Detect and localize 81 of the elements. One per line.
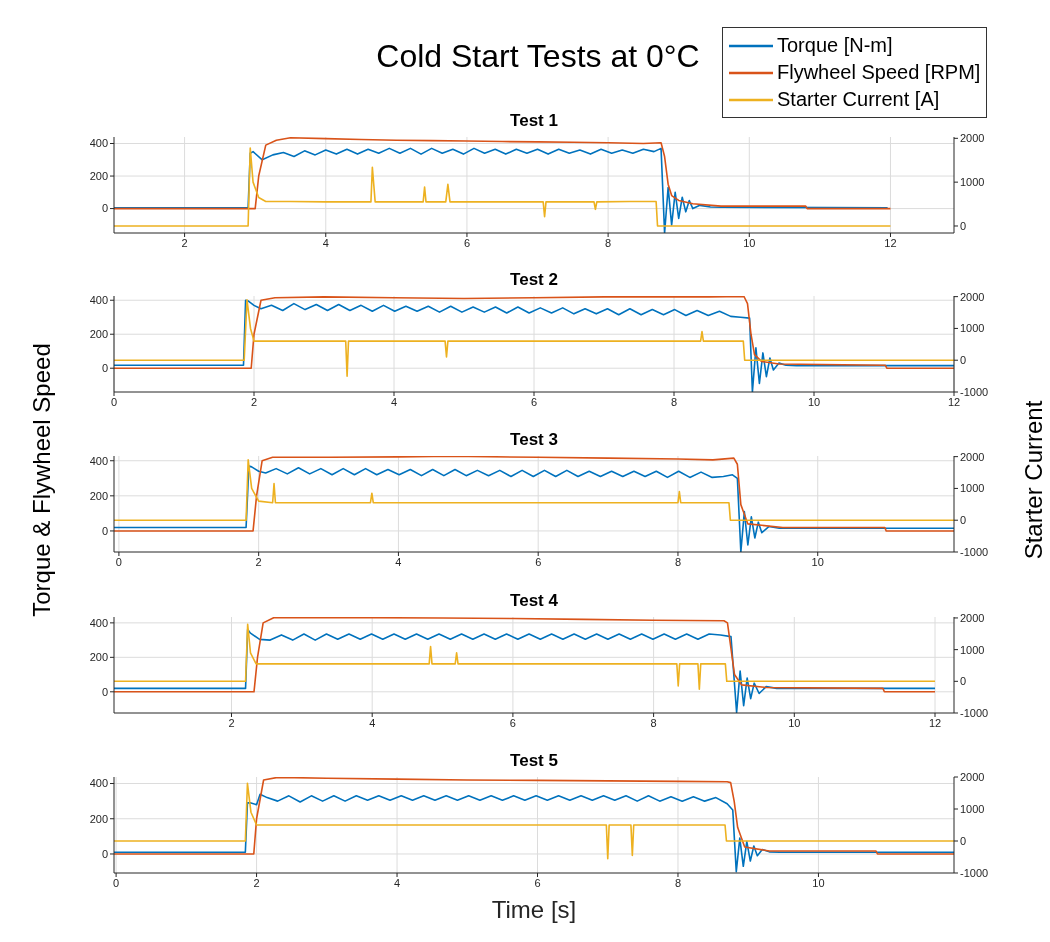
y2-tick-label: 0 <box>960 514 967 527</box>
legend-label: Starter Current [A] <box>777 88 940 111</box>
x-tick-label: 0 <box>113 876 120 889</box>
y-tick-label: 400 <box>89 777 108 790</box>
x-axis-title: Time [s] <box>490 896 578 924</box>
y2-tick-label: 2000 <box>960 450 985 463</box>
x-tick-label: 4 <box>369 716 376 729</box>
x-tick-label: 6 <box>534 876 541 889</box>
x-tick-label: 4 <box>390 395 398 408</box>
chart-title: Cold Start Tests at 0°C <box>376 38 700 74</box>
y2-tick-label: 1000 <box>960 482 985 495</box>
x-tick-label: 6 <box>535 555 542 568</box>
y2-tick-label: 1000 <box>960 176 985 189</box>
y2-tick-label: 0 <box>960 834 967 847</box>
y2-axis-title: Starter Current <box>1020 400 1048 560</box>
y2-tick-label: 0 <box>960 219 967 232</box>
chart-title: Test 4 <box>509 591 559 611</box>
x-tick-label: 4 <box>395 555 402 568</box>
x-tick-label: 4 <box>322 236 329 249</box>
y2-tick-label: 0 <box>960 675 967 688</box>
x-tick-label: 10 <box>807 395 821 408</box>
x-tick-label: 2 <box>253 876 260 889</box>
y2-tick-label: 2000 <box>960 132 985 145</box>
y-tick-label: 200 <box>89 651 108 664</box>
line-series <box>114 459 954 522</box>
x-tick-label: 8 <box>670 395 678 408</box>
y-tick-label: 400 <box>89 137 108 150</box>
y-tick-label: 0 <box>101 362 108 375</box>
x-tick-label: 10 <box>811 555 824 568</box>
x-tick-label: 10 <box>788 716 801 729</box>
line-series <box>114 137 892 210</box>
y-tick-label: 400 <box>89 294 108 307</box>
y-tick-label: 0 <box>101 847 108 860</box>
x-tick-label: 12 <box>884 236 897 249</box>
x-tick-label: 0 <box>115 555 122 568</box>
x-tick-label: 10 <box>743 236 756 249</box>
x-tick-label: 2 <box>250 395 258 408</box>
y2-tick-label: 2000 <box>960 290 985 303</box>
y-tick-label: 200 <box>89 328 108 341</box>
legend-label: Torque [N-m] <box>777 34 893 57</box>
chart-title: Test 3 <box>509 430 559 450</box>
y2-tick-label: 1000 <box>960 643 985 656</box>
y-tick-label: 0 <box>101 524 108 537</box>
y-tick-label: 200 <box>89 489 108 502</box>
x-tick-label: 2 <box>181 236 188 249</box>
y2-tick-label: -1000 <box>960 866 989 879</box>
y-tick-label: 0 <box>101 202 108 215</box>
line-series <box>114 628 936 713</box>
y2-tick-label: -1000 <box>960 385 989 398</box>
x-tick-label: 8 <box>605 236 612 249</box>
x-tick-label: 8 <box>650 716 657 729</box>
x-tick-label: 8 <box>674 555 682 568</box>
y2-tick-label: -1000 <box>960 545 989 558</box>
y-tick-label: 400 <box>89 616 108 629</box>
y2-tick-label: 2000 <box>960 611 985 624</box>
y2-tick-label: -1000 <box>960 706 989 719</box>
x-tick-label: 8 <box>674 876 682 889</box>
y-tick-label: 200 <box>89 169 108 182</box>
x-tick-label: 12 <box>928 716 942 729</box>
legend-label: Flywheel Speed [RPM] <box>777 61 981 84</box>
x-tick-label: 6 <box>509 716 516 729</box>
x-tick-label: 4 <box>393 876 401 889</box>
y2-tick-label: 2000 <box>960 770 985 783</box>
x-tick-label: 2 <box>255 555 262 568</box>
y-tick-label: 200 <box>89 812 108 825</box>
chart-title: Test 2 <box>509 270 559 290</box>
x-tick-label: 10 <box>812 876 825 889</box>
chart-subtitle: Test 1 <box>509 111 559 131</box>
x-tick-label: 6 <box>530 395 538 408</box>
y-tick-label: 400 <box>89 454 108 467</box>
x-tick-label: 12 <box>947 395 961 408</box>
line-series <box>114 456 954 532</box>
y-axis-title: Torque & Flywheel Speed <box>28 343 56 617</box>
y2-tick-label: 1000 <box>960 802 985 815</box>
x-tick-label: 2 <box>228 716 235 729</box>
x-tick-label: 6 <box>463 236 470 249</box>
y2-tick-label: 0 <box>960 354 967 367</box>
x-tick-label: 0 <box>110 395 118 408</box>
y-tick-label: 0 <box>101 685 108 698</box>
y2-tick-label: 1000 <box>960 322 985 335</box>
chart-title: Test 5 <box>509 751 559 771</box>
